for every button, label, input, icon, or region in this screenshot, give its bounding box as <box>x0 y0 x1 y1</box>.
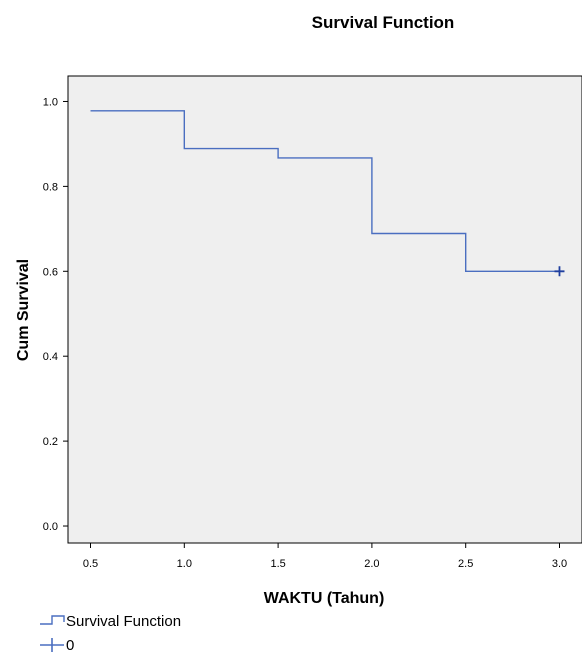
x-tick-label: 1.0 <box>177 558 192 570</box>
y-tick-label: 0.2 <box>43 436 58 448</box>
x-tick-label: 2.5 <box>458 558 473 570</box>
chart-title: Survival Function <box>312 13 455 32</box>
x-axis-title: WAKTU (Tahun) <box>264 590 385 607</box>
series-layer <box>90 110 565 277</box>
plot-area <box>67 75 582 544</box>
survival-step-line <box>90 110 560 272</box>
x-tick-label: 2.0 <box>364 558 379 570</box>
legend-step-icon <box>40 615 65 625</box>
y-tick-label: 0.6 <box>43 266 58 278</box>
x-tick-label: 1.5 <box>270 558 285 570</box>
y-tick-label: 1.0 <box>43 96 58 108</box>
legend-label-survival-function: Survival Function <box>66 613 181 630</box>
y-axis-title: Cum Survival <box>15 259 32 361</box>
legend: Survival Function 0 <box>40 613 181 654</box>
censored-marker <box>554 266 565 277</box>
x-tick-label: 3.0 <box>552 558 567 570</box>
y-tick-label: 0.8 <box>43 181 58 193</box>
y-tick-label: 0.0 <box>43 521 58 533</box>
legend-censor-icon <box>40 638 64 652</box>
x-tick-label: 0.5 <box>83 558 98 570</box>
legend-label-censored: 0 <box>66 637 74 654</box>
y-tick-label: 0.4 <box>43 351 58 363</box>
x-axis: 0.5 1.0 1.5 2.0 2.5 3.0 <box>83 543 567 570</box>
y-axis: 0.0 0.2 0.4 0.6 0.8 1.0 <box>43 96 68 533</box>
